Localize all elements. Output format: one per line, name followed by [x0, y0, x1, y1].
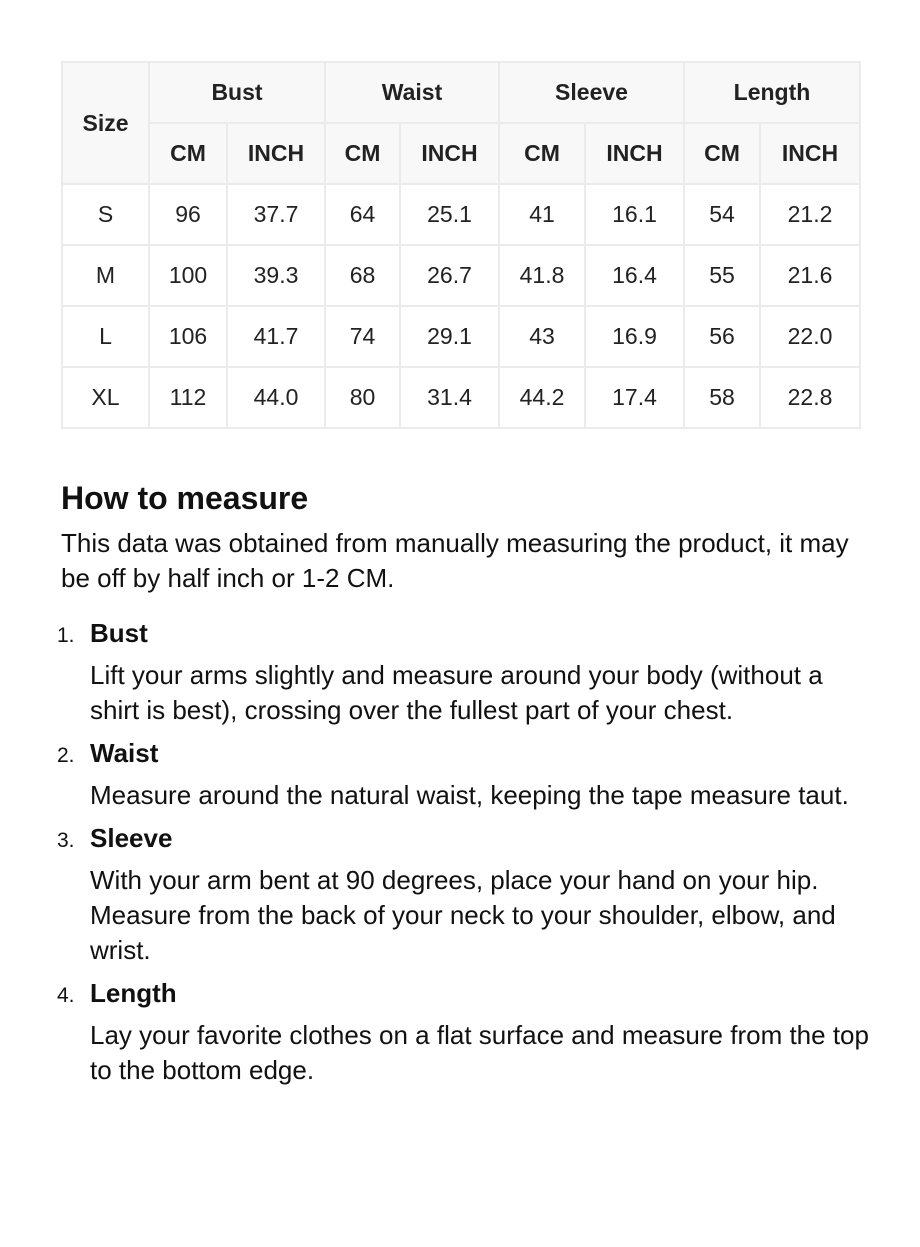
value-cell: 25.1	[399, 183, 500, 246]
value-cell: 44.0	[226, 366, 326, 429]
value-cell: 39.3	[226, 244, 326, 307]
item-number: 4.	[57, 984, 75, 1007]
item-number: 1.	[57, 624, 75, 647]
value-cell: 22.0	[759, 305, 861, 368]
value-cell: 26.7	[399, 244, 500, 307]
value-cell: 80	[324, 366, 401, 429]
intro-text: This data was obtained from manually mea…	[61, 528, 849, 593]
item-number: 3.	[57, 829, 75, 852]
size-header: Size	[61, 61, 150, 185]
size-cell: M	[61, 244, 150, 307]
item-title: Waist	[90, 738, 159, 768]
value-cell: 17.4	[584, 366, 685, 429]
sleeve-header: Sleeve	[498, 61, 685, 124]
value-cell: 74	[324, 305, 401, 368]
measure-list: 1. Bust Lift your arms slightly and measur…	[57, 618, 871, 1088]
value-cell: 41	[498, 183, 586, 246]
value-cell: 55	[683, 244, 761, 307]
item-desc: Measure around the natural waist, keepin…	[90, 780, 849, 810]
value-cell: 56	[683, 305, 761, 368]
value-cell: 29.1	[399, 305, 500, 368]
item-desc: Lift your arms slightly and measure arou…	[90, 660, 823, 725]
item-desc: Lay your favorite clothes on a flat surf…	[90, 1020, 869, 1085]
how-to-measure-section: How to measure This data was obtained fr…	[57, 478, 871, 1098]
value-cell: 31.4	[399, 366, 500, 429]
value-cell: 21.2	[759, 183, 861, 246]
value-cell: 54	[683, 183, 761, 246]
value-cell: 43	[498, 305, 586, 368]
table-row: L 106 41.7 74 29.1 43 16.9 56 22.0	[61, 305, 861, 368]
value-cell: 100	[148, 244, 228, 307]
value-cell: 106	[148, 305, 228, 368]
unit-inch: INCH	[399, 122, 500, 185]
item-desc: With your arm bent at 90 degrees, place …	[90, 865, 836, 965]
list-item: 4. Length Lay your favorite clothes on a f…	[57, 978, 871, 1088]
value-cell: 16.4	[584, 244, 685, 307]
value-cell: 16.1	[584, 183, 685, 246]
value-cell: 44.2	[498, 366, 586, 429]
value-cell: 68	[324, 244, 401, 307]
item-title: Sleeve	[90, 823, 173, 853]
unit-inch: INCH	[759, 122, 861, 185]
value-cell: 41.8	[498, 244, 586, 307]
unit-cm: CM	[498, 122, 586, 185]
value-cell: 16.9	[584, 305, 685, 368]
table-row: XL 112 44.0 80 31.4 44.2 17.4 58 22.8	[61, 366, 861, 429]
size-cell: L	[61, 305, 150, 368]
size-cell: S	[61, 183, 150, 246]
value-cell: 64	[324, 183, 401, 246]
table-row: S 96 37.7 64 25.1 41 16.1 54 21.2	[61, 183, 861, 246]
unit-cm: CM	[148, 122, 228, 185]
unit-cm: CM	[324, 122, 401, 185]
bust-header: Bust	[148, 61, 326, 124]
unit-cm: CM	[683, 122, 761, 185]
table-row: M 100 39.3 68 26.7 41.8 16.4 55 21.6	[61, 244, 861, 307]
item-number: 2.	[57, 744, 75, 767]
section-title: How to measure	[61, 480, 309, 516]
value-cell: 41.7	[226, 305, 326, 368]
size-chart-table: Size Bust Waist Sleeve Length CM INCH CM I…	[61, 61, 861, 429]
list-item: 2. Waist Measure around the natural waist,…	[57, 738, 871, 813]
value-cell: 22.8	[759, 366, 861, 429]
list-item: 3. Sleeve With your arm bent at 90 degrees…	[57, 823, 871, 968]
unit-inch: INCH	[226, 122, 326, 185]
value-cell: 37.7	[226, 183, 326, 246]
list-item: 1. Bust Lift your arms slightly and measur…	[57, 618, 871, 728]
unit-inch: INCH	[584, 122, 685, 185]
value-cell: 96	[148, 183, 228, 246]
size-cell: XL	[61, 366, 150, 429]
waist-header: Waist	[324, 61, 500, 124]
item-title: Bust	[90, 618, 148, 648]
length-header: Length	[683, 61, 861, 124]
value-cell: 112	[148, 366, 228, 429]
value-cell: 58	[683, 366, 761, 429]
value-cell: 21.6	[759, 244, 861, 307]
item-title: Length	[90, 978, 177, 1008]
